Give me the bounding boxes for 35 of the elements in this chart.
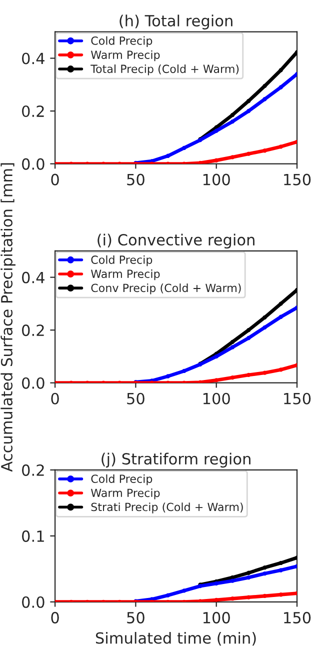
legend-label: Cold Precip [91, 474, 152, 486]
x-tick-label: 150 [284, 392, 311, 404]
chart-title: (h) Total region [120, 14, 232, 30]
chart-title: (i) Convective region [98, 234, 254, 249]
x-tick-label: 50 [127, 392, 144, 404]
y-tick-label: 0.0 [22, 158, 44, 170]
y-tick-label: 0.1 [22, 530, 44, 542]
y-tick-label: 0.0 [22, 377, 44, 389]
chart-title: (j) Stratiform region [102, 452, 250, 468]
x-tick-label: 150 [284, 612, 311, 624]
y-axis-title: Accumulated Surface Precipitation [mm] [0, 163, 16, 472]
x-tick-label: 100 [203, 612, 230, 624]
y-tick-label: 0.2 [22, 324, 44, 336]
legend-label: Warm Precip [90, 488, 160, 500]
legend-label: Strati Precip (Cold + Warm) [91, 502, 243, 514]
y-tick-label: 0.0 [22, 596, 44, 608]
x-axis-title: Simulated time (min) [96, 632, 256, 646]
x-tick-label: 50 [127, 612, 144, 624]
x-tick-label: 0 [51, 392, 59, 404]
legend-label: Cold Precip [91, 255, 152, 266]
x-tick-label: 0 [51, 174, 59, 186]
legend-label: Warm Precip [90, 269, 160, 280]
x-tick-label: 0 [51, 612, 59, 624]
y-tick-label: 0.2 [22, 464, 44, 476]
x-tick-label: 100 [203, 392, 230, 404]
legend-label: Warm Precip [90, 50, 160, 62]
y-tick-label: 0.2 [22, 105, 44, 118]
legend-label: Conv Precip (Cold + Warm) [91, 284, 241, 294]
x-tick-label: 50 [127, 174, 144, 186]
y-tick-label: 0.4 [22, 272, 44, 284]
x-tick-label: 150 [284, 174, 311, 186]
legend-label: Cold Precip [91, 36, 152, 48]
y-tick-label: 0.4 [22, 52, 44, 64]
legend-label: Total Precip (Cold + Warm) [90, 64, 239, 76]
x-tick-label: 100 [203, 174, 230, 186]
